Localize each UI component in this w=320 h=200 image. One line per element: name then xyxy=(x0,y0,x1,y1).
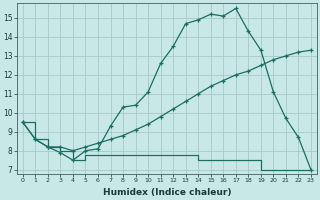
X-axis label: Humidex (Indice chaleur): Humidex (Indice chaleur) xyxy=(103,188,231,197)
